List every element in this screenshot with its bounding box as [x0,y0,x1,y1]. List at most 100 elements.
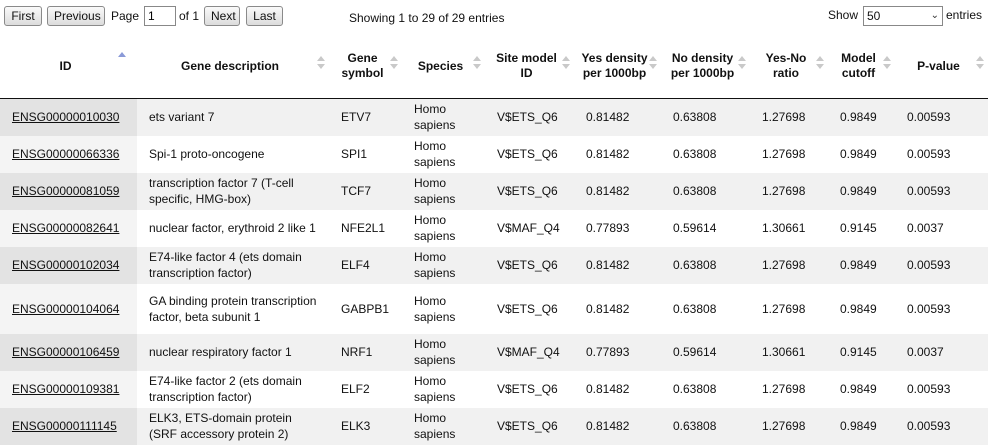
sort-icon [816,56,824,74]
cell-no-density: 0.63808 [661,135,750,173]
cell-gene-description: nuclear respiratory factor 1 [137,333,329,371]
cell-yes-no-ratio: 1.30661 [750,209,828,247]
species-text: Homo sapiens [414,213,456,243]
table-row: ENSG00000109381 E74-like factor 2 (ets do… [0,370,988,408]
cell-gene-id-link: ENSG00000066336 [0,135,137,173]
yes-density-text: 0.77893 [586,221,630,235]
cell-site-model-id: V$ETS_Q6 [485,98,574,136]
cell-gene-id-link: ENSG00000082641 [0,209,137,247]
sort-icon [649,56,657,74]
gene-id-link[interactable]: ENSG00000104064 [12,301,120,316]
cell-yes-density: 0.77893 [574,333,661,371]
entries-label: entries [946,8,983,22]
cell-species: Homo sapiens [402,135,485,173]
next-page-button[interactable]: Next [204,6,240,26]
cell-gene-id-link: ENSG00000111145 [0,407,137,445]
cell-p-value: 0.00593 [895,172,988,210]
cell-yes-density: 0.81482 [574,135,661,173]
previous-page-button[interactable]: Previous [47,6,105,26]
gene-symbol-text: ELF4 [341,258,370,272]
page-number-input[interactable] [144,6,176,26]
cell-model-cutoff: 0.9849 [828,407,895,445]
table-row: ENSG00000010030 ets variant 7 ETV7 Homo sap… [0,98,988,136]
model-cutoff-text: 0.9145 [840,345,877,359]
column-header-yes-density[interactable]: Yes density per 1000bp [574,34,661,99]
column-header-gene-symbol[interactable]: Gene symbol [329,34,402,99]
no-density-text: 0.59614 [673,345,717,359]
last-page-button[interactable]: Last [246,6,283,26]
sort-icon [562,56,570,74]
sort-ascending-icon [118,52,126,70]
cell-model-cutoff: 0.9849 [828,246,895,284]
cell-p-value: 0.00593 [895,246,988,284]
column-header-site-model-id[interactable]: Site model ID [485,34,574,99]
sort-icon [883,56,891,74]
gene-id-link[interactable]: ENSG00000082641 [12,221,120,235]
cell-site-model-id: V$ETS_Q6 [485,283,574,334]
column-header-gene-description[interactable]: Gene description [137,34,329,99]
cell-p-value: 0.00593 [895,135,988,173]
column-header-yes-no-ratio[interactable]: Yes-No ratio [750,34,828,99]
gene-id-link[interactable]: ENSG00000106459 [12,345,120,359]
cell-gene-symbol: GABPB1 [329,283,402,334]
page-length-select[interactable]: 50 ⌄ [863,6,943,26]
cell-gene-symbol: SPI1 [329,135,402,173]
cell-p-value: 0.00593 [895,98,988,136]
cell-gene-description: E74-like factor 4 (ets domain transcript… [137,246,329,284]
table-info: Showing 1 to 29 of 29 entries [349,11,505,25]
cell-gene-description: GA binding protein transcription factor,… [137,283,329,334]
gene-symbol-text: ELK3 [341,419,371,433]
cell-yes-density: 0.81482 [574,98,661,136]
column-header-id[interactable]: ID [0,34,137,99]
cell-gene-description: ELK3, ETS-domain protein (SRF accessory … [137,407,329,445]
no-density-text: 0.59614 [673,221,717,235]
cell-yes-no-ratio: 1.27698 [750,283,828,334]
cell-site-model-id: V$MAF_Q4 [485,333,574,371]
p-value-text: 0.00593 [907,301,951,316]
cell-species: Homo sapiens [402,407,485,445]
first-page-button[interactable]: First [4,6,42,26]
cell-gene-symbol: NFE2L1 [329,209,402,247]
species-text: Homo sapiens [414,374,456,404]
gene-id-link[interactable]: ENSG00000109381 [12,382,120,396]
site-model-id-text: V$ETS_Q6 [497,110,558,125]
sort-icon [473,56,481,74]
gene-id-link[interactable]: ENSG00000102034 [12,258,120,272]
cell-gene-id-link: ENSG00000102034 [0,246,137,284]
table-row: ENSG00000111145 ELK3, ETS-domain protein … [0,407,988,445]
species-text: Homo sapiens [414,411,456,441]
table-row: ENSG00000082641 nuclear factor, erythroid… [0,209,988,247]
column-header-no-density[interactable]: No density per 1000bp [661,34,750,99]
gene-id-link[interactable]: ENSG00000111145 [12,419,117,433]
cell-gene-description: Spi-1 proto-oncogene [137,135,329,173]
cell-yes-density: 0.77893 [574,209,661,247]
column-header-species[interactable]: Species [402,34,485,99]
table-row: ENSG00000102034 E74-like factor 4 (ets do… [0,246,988,284]
yes-no-ratio-text: 1.27698 [762,382,806,396]
site-model-id-text: V$ETS_Q6 [497,258,558,272]
p-value-text: 0.00593 [907,110,951,125]
table-row: ENSG00000066336 Spi-1 proto-oncogene SPI1 H… [0,135,988,173]
gene-symbol-text: SPI1 [341,147,368,161]
gene-id-link[interactable]: ENSG00000081059 [12,184,120,198]
no-density-text: 0.63808 [673,184,717,198]
sort-icon [317,56,325,74]
yes-no-ratio-text: 1.30661 [762,345,806,359]
cell-yes-no-ratio: 1.27698 [750,370,828,408]
gene-id-link[interactable]: ENSG00000066336 [12,147,120,161]
cell-gene-description: ets variant 7 [137,98,329,136]
cell-site-model-id: V$ETS_Q6 [485,172,574,210]
cell-gene-symbol: TCF7 [329,172,402,210]
gene-id-link[interactable]: ENSG00000010030 [12,110,120,125]
column-header-p-value[interactable]: P-value [895,34,988,99]
p-value-text: 0.00593 [907,382,951,396]
cell-model-cutoff: 0.9145 [828,209,895,247]
yes-density-text: 0.81482 [586,419,630,433]
gene-description-text: ets variant 7 [149,110,215,125]
gene-description-text: ELK3, ETS-domain protein (SRF accessory … [149,411,292,441]
column-header-label: Gene symbol [341,51,384,80]
gene-description-text: transcription factor 7 (T-cell specific,… [149,176,294,206]
cell-no-density: 0.63808 [661,246,750,284]
cell-gene-description: transcription factor 7 (T-cell specific,… [137,172,329,210]
column-header-model-cutoff[interactable]: Model cutoff [828,34,895,99]
